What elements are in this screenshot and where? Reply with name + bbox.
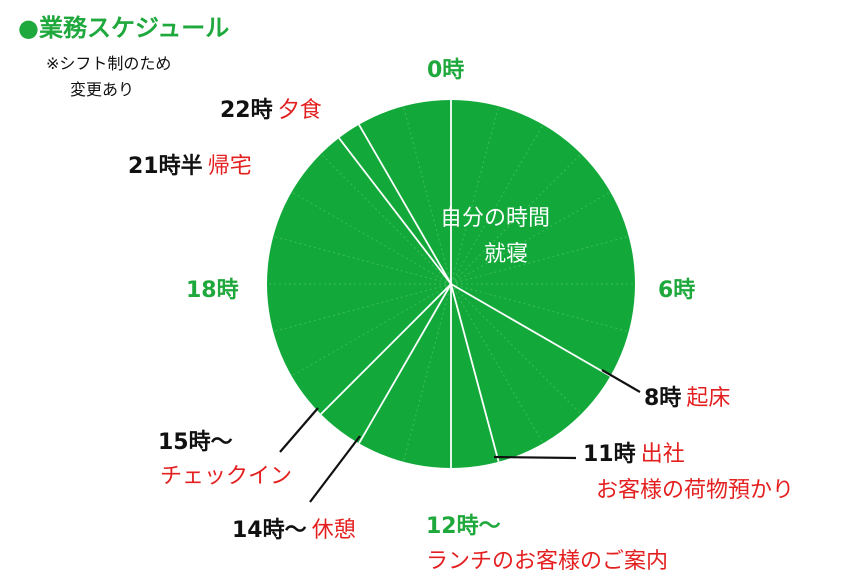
hour-gridline [450,191,611,285]
hour-gridline [450,283,582,415]
hour-gridline [402,283,452,462]
hour-gridline [450,283,544,444]
event-2130-time: 21時半 [128,154,203,179]
hour-gridline [273,235,452,285]
event-1100-time: 11時 [583,442,636,467]
hour-gridline [450,235,629,285]
segment-boundary [358,283,452,444]
segment-boundary [320,283,452,415]
segment-boundary [358,124,452,285]
center-label-line-2: 就寝 [484,242,529,267]
leader-line [493,455,577,460]
event-1500-label: チェックイン [160,464,293,489]
hour-gridline [320,153,452,285]
page-title: ●業務スケジュール [18,14,230,42]
event-2200-label: 夕食 [277,98,322,123]
event-1100-label-1: 出社 [640,442,685,467]
hour-gridline [450,153,582,285]
segment-boundary [450,283,611,377]
event-0800-label: 起床 [686,386,731,411]
event-1200-label: ランチのお客様のご案内 [426,549,669,574]
event-2130: 21時半 帰宅 [128,148,252,180]
event-1500-time: 15時～ [158,430,233,455]
event-1400-label: 休憩 [311,518,356,543]
leader-line [601,369,641,393]
hour-label-6: 6時 [658,278,696,303]
event-1200-time: 12時～ [426,514,501,539]
hour-label-0: 0時 [427,58,465,83]
event-2130-label: 帰宅 [207,154,252,179]
center-label-line-1: 自分の時間 [440,206,551,231]
hour-label-18: 18時 [186,278,239,303]
event-1100: 11時 出社 [583,436,685,468]
event-2200: 22時 夕食 [220,92,322,124]
hour-gridline [291,191,452,285]
segment-boundary [450,283,500,462]
event-0800-time: 8時 [644,386,682,411]
event-1100-label-2: お客様の荷物預かり [596,478,795,503]
hour-gridline [450,106,500,285]
leader-line [279,407,319,453]
note-line-1: ※シフト制のため [46,54,172,73]
event-2200-time: 22時 [220,98,273,123]
hour-gridline [450,283,629,333]
leader-line [309,435,361,503]
event-0800: 8時 起床 [644,380,730,412]
event-1400-time: 14時～ [232,518,307,543]
hour-gridline [450,124,544,285]
event-1400: 14時～ 休憩 [232,512,356,544]
hour-gridline [273,283,452,333]
note-line-2: 変更あり [70,80,135,99]
segment-boundary [338,137,452,285]
hour-gridline [402,106,452,285]
hour-gridline [291,283,452,377]
